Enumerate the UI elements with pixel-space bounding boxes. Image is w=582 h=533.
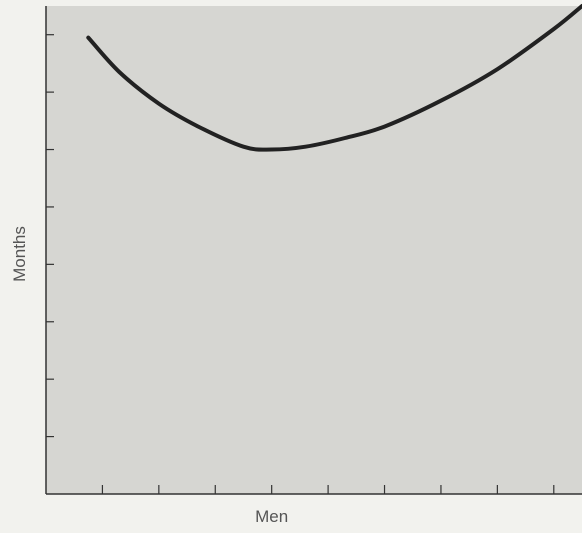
y-axis-label: Months	[10, 226, 29, 282]
series-line	[86, 4, 582, 152]
y-axis-ticks	[46, 34, 54, 438]
x-axis-ticks	[101, 485, 555, 494]
x-axis-label: Men	[255, 507, 288, 526]
